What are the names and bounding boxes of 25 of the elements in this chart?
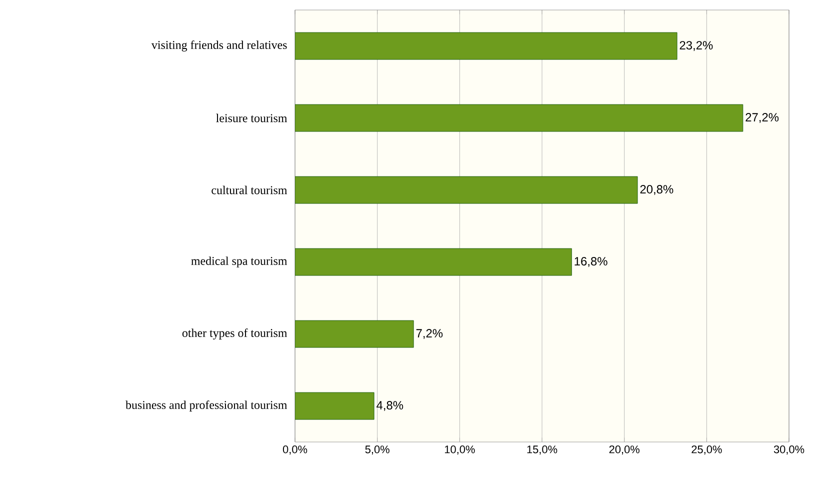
y-tick-label: business and professional tourism — [126, 400, 288, 412]
bar — [295, 32, 678, 60]
data-label: 7,2% — [416, 329, 443, 339]
bar — [295, 320, 414, 348]
data-label: 16,8% — [574, 257, 608, 267]
x-tick-label: 15,0% — [527, 446, 558, 455]
x-tick-label: 25,0% — [692, 446, 722, 455]
y-tick-label: visiting friends and relatives — [151, 40, 287, 52]
bar — [295, 392, 374, 420]
y-tick-label: cultural tourism — [212, 186, 288, 194]
y-tick-label: leisure tourism — [216, 114, 288, 122]
x-tick-label: 20,0% — [609, 446, 640, 455]
data-label: 20,8% — [640, 185, 674, 195]
bar — [295, 104, 744, 132]
x-tick-label: 30,0% — [774, 446, 804, 455]
bar — [295, 248, 572, 276]
x-tick-label: 10,0% — [444, 446, 475, 455]
x-tick-label: 5,0% — [365, 446, 390, 455]
data-label: 23,2% — [680, 41, 713, 51]
y-tick-label: medical spa tourism — [191, 256, 288, 268]
y-tick-label: other types of tourism — [182, 328, 288, 340]
data-label: 4,8% — [376, 401, 404, 411]
data-label: 27,2% — [746, 113, 779, 123]
bar — [295, 176, 638, 204]
x-tick-label: 0,0% — [282, 446, 308, 455]
